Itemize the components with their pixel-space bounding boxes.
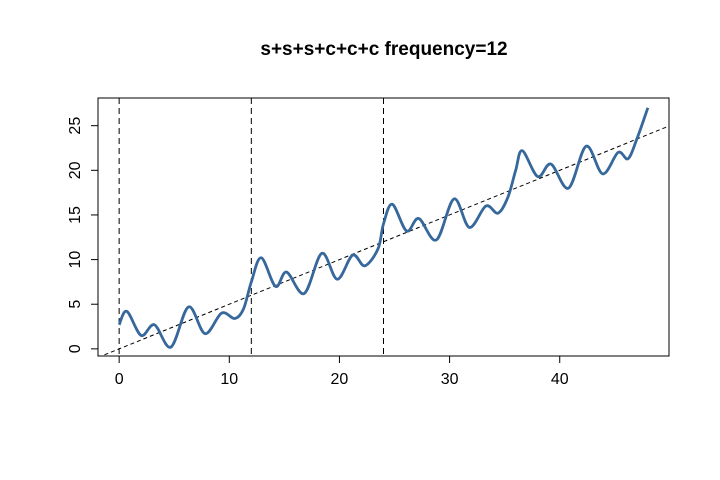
y-tick-label: 25 — [67, 117, 84, 135]
y-tick-label: 15 — [67, 206, 84, 224]
trend-line — [100, 125, 669, 356]
x-tick-label: 30 — [441, 371, 459, 388]
x-tick-label: 40 — [551, 371, 569, 388]
y-tick-label: 10 — [67, 251, 84, 269]
x-tick-label: 0 — [115, 371, 124, 388]
series-line — [117, 107, 650, 349]
x-tick-label: 10 — [220, 371, 238, 388]
chart-title: s+s+s+c+c+c frequency=12 — [260, 39, 507, 60]
y-tick-label: 0 — [67, 344, 84, 353]
y-tick-label: 5 — [67, 300, 84, 309]
y-tick-label: 20 — [67, 161, 84, 179]
x-tick-label: 20 — [331, 371, 349, 388]
